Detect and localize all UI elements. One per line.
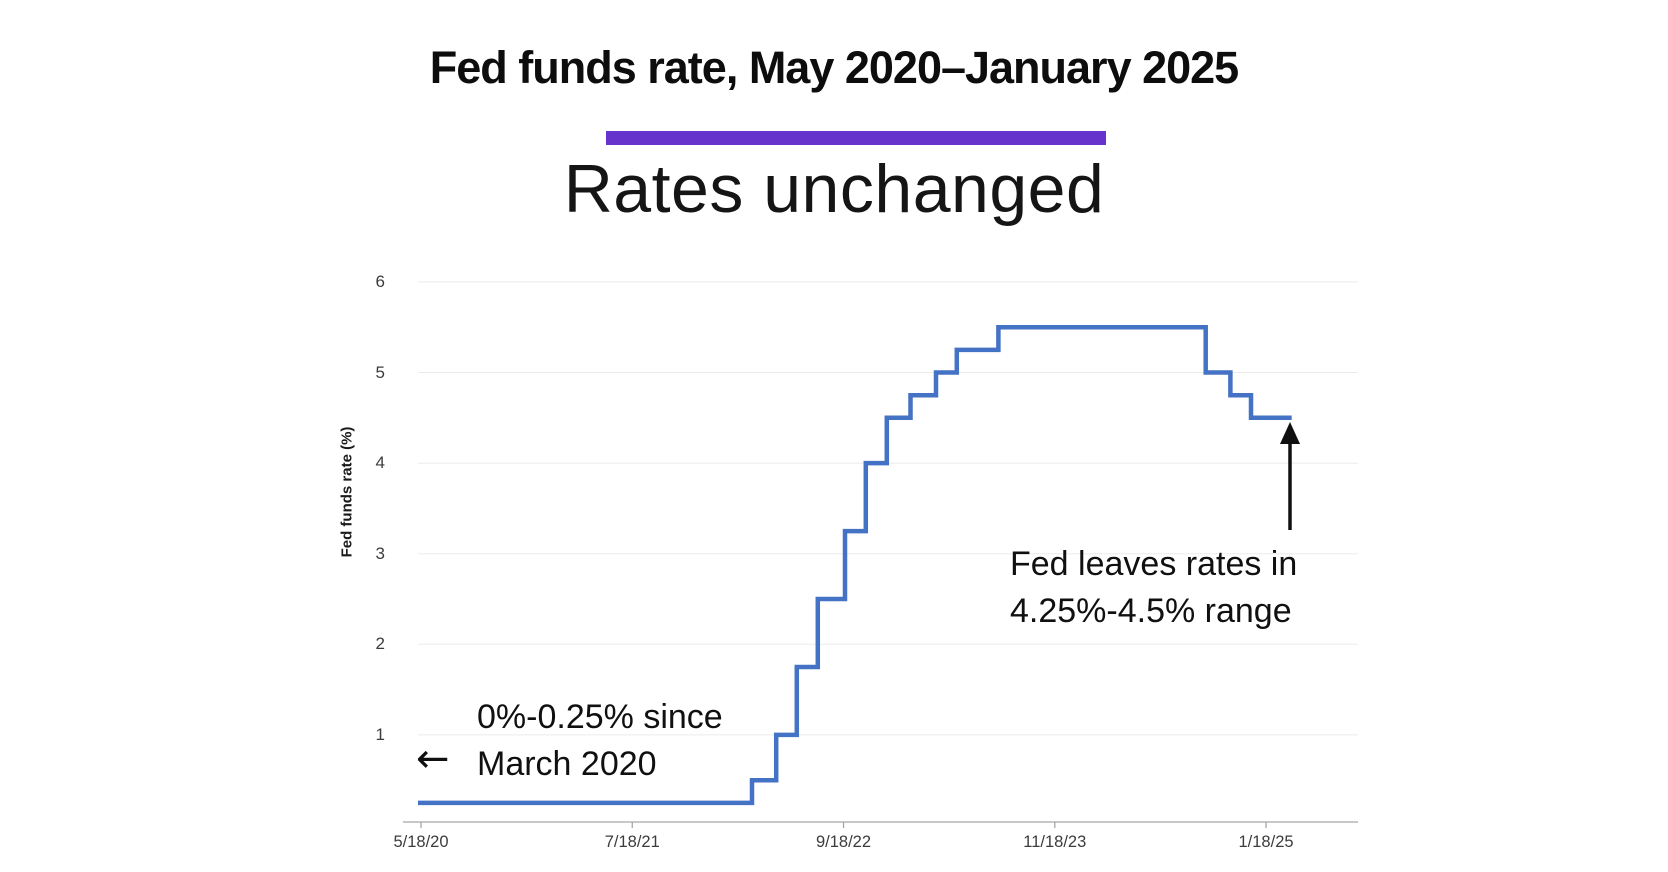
left-arrow-icon: ← [416, 736, 450, 782]
x-tick-label: 9/18/22 [815, 833, 872, 851]
x-tick-label: 5/18/20 [393, 833, 449, 851]
annotation-right-line2: 4.25%-4.5% range [1010, 591, 1292, 630]
headline: Rates unchanged [563, 151, 1105, 227]
y-tick-label: 3 [375, 543, 385, 563]
annotation-left: 0%-0.25% since March 2020 [477, 694, 723, 788]
x-tick-label: 1/18/25 [1238, 833, 1294, 851]
annotation-left-line1: 0%-0.25% since [477, 698, 723, 736]
rate-step-line [418, 324, 1292, 806]
annotation-left-line2: March 2020 [477, 744, 657, 783]
up-arrow-head-icon [1280, 422, 1300, 444]
annotation-right-line1: Fed leaves rates in [1010, 545, 1298, 583]
y-tick-label: 1 [375, 724, 385, 744]
fed-funds-rate-chart: Fed funds rate (%) 1 2 3 4 5 6 5/18/20 7/18/21… [330, 250, 1380, 865]
y-tick-label: 5 [375, 362, 385, 382]
y-tick-label: 4 [375, 453, 385, 473]
page-title: Fed funds rate, May 2020–January 2025 [429, 42, 1239, 93]
purple-divider-bar [606, 131, 1106, 145]
y-tick-label: 6 [375, 271, 385, 291]
annotation-right: Fed leaves rates in 4.25%-4.5% range [1010, 541, 1297, 635]
chart-canvas [403, 281, 1358, 828]
y-tick-label: 2 [375, 634, 385, 654]
y-axis-title: Fed funds rate (%) [338, 426, 356, 558]
x-tick-label: 7/18/21 [604, 833, 660, 851]
x-tick-label: 11/18/23 [1023, 833, 1087, 851]
